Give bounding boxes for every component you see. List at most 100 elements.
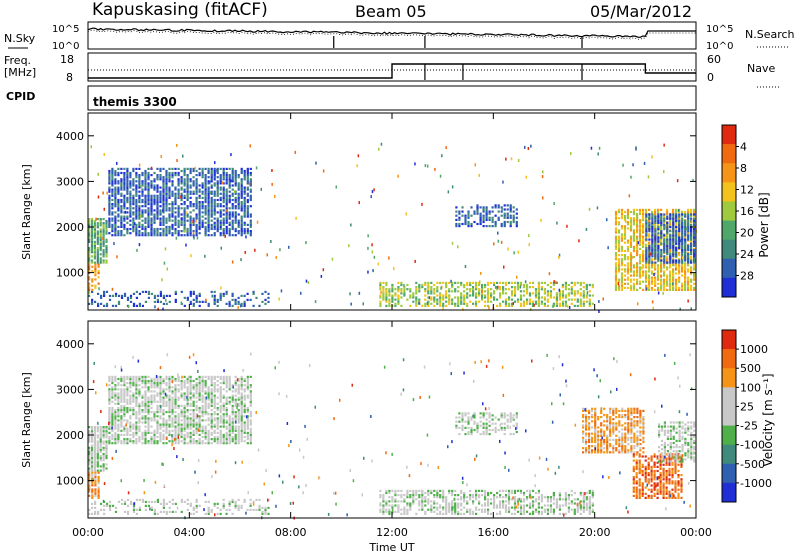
heatmap-cell	[123, 442, 126, 445]
heatmap-cell	[678, 240, 681, 243]
heatmap-cell	[141, 201, 144, 204]
heatmap-cell	[138, 190, 141, 193]
heatmap-cell	[499, 294, 502, 297]
heatmap-cell	[174, 431, 177, 434]
heatmap-cell	[150, 230, 153, 233]
heatmap-cell	[102, 440, 105, 443]
heatmap-cell	[147, 440, 150, 443]
heatmap-cell	[126, 167, 129, 170]
heatmap-cell	[439, 302, 442, 305]
heatmap-cell	[207, 223, 210, 226]
heatmap-cell	[183, 182, 186, 185]
heatmap-cell	[183, 178, 186, 181]
heatmap-cell	[201, 201, 204, 204]
heatmap-cell	[231, 198, 234, 202]
heatmap-cell	[693, 215, 696, 218]
heatmap-cell	[198, 421, 201, 424]
heatmap-cell	[493, 242, 495, 246]
heatmap-cell	[522, 294, 526, 297]
heatmap-cell	[639, 241, 642, 244]
heatmap-cell	[138, 427, 141, 430]
heatmap-cell	[103, 508, 106, 511]
heatmap-cell	[88, 247, 91, 250]
heatmap-cell	[509, 214, 512, 217]
heatmap-cell	[147, 188, 150, 191]
heatmap-cell	[623, 254, 627, 257]
heatmap-cell	[195, 188, 198, 191]
heatmap-cell	[90, 236, 94, 239]
heatmap-cell	[614, 212, 618, 216]
heatmap-cell	[585, 288, 588, 291]
heatmap-cell	[651, 234, 654, 237]
heatmap-cell	[485, 208, 488, 211]
heatmap-cell	[117, 423, 120, 426]
heatmap-cell	[204, 413, 207, 416]
heatmap-cell	[183, 386, 186, 389]
heatmap-cell	[261, 510, 264, 513]
heatmap-cell	[231, 429, 234, 432]
heatmap-cell	[219, 411, 222, 414]
heatmap-cell	[648, 215, 651, 218]
heatmap-cell	[228, 375, 231, 378]
heatmap-cell	[234, 171, 237, 175]
heatmap-cell	[165, 221, 168, 224]
heatmap-cell	[204, 205, 207, 208]
heatmap-cell	[120, 209, 123, 212]
heatmap-cell	[153, 442, 156, 445]
heatmap-cell	[636, 229, 639, 232]
heatmap-cell	[156, 217, 159, 220]
heatmap-cell	[159, 217, 162, 220]
heatmap-cell	[153, 227, 156, 231]
nave-label: Nave	[747, 62, 775, 75]
heatmap-cell	[117, 213, 120, 216]
heatmap-cell	[93, 459, 96, 462]
heatmap-cell	[162, 234, 165, 237]
heatmap-cell	[564, 288, 567, 291]
colorbar-segment	[722, 277, 736, 298]
heatmap-cell	[123, 438, 126, 441]
heatmap-cell	[120, 404, 123, 407]
heatmap-cell	[105, 436, 108, 439]
heatmap-cell	[156, 294, 159, 297]
heatmap-cell	[482, 208, 485, 211]
heatmap-cell	[117, 219, 120, 222]
heatmap-cell	[669, 234, 672, 237]
heatmap-cell	[669, 288, 672, 291]
heatmap-cell	[687, 246, 690, 250]
heatmap-cell	[228, 500, 231, 503]
heatmap-cell	[528, 300, 532, 303]
heatmap-cell	[672, 208, 675, 211]
heatmap-cell	[147, 209, 150, 212]
heatmap-cell	[657, 248, 660, 252]
heatmap-cell	[126, 392, 129, 395]
heatmap-cell	[231, 171, 234, 175]
heatmap-cell	[561, 290, 564, 293]
heatmap-cell	[111, 386, 114, 389]
heatmap-cell	[497, 210, 500, 213]
heatmap-cell	[165, 207, 168, 210]
heatmap-cell	[620, 249, 624, 253]
heatmap-cell	[681, 270, 684, 273]
heatmap-cell	[642, 243, 645, 246]
heatmap-cell	[234, 182, 237, 185]
heatmap-cell	[525, 175, 527, 179]
heatmap-cell	[177, 178, 180, 181]
heatmap-cell	[174, 404, 177, 407]
heatmap-cell	[150, 234, 153, 237]
heatmap-cell	[651, 266, 654, 269]
heatmap-cell	[213, 203, 216, 206]
heatmap-cell	[636, 212, 639, 216]
heatmap-cell	[681, 248, 684, 252]
heatmap-cell	[669, 251, 672, 255]
heatmap-cell	[672, 261, 675, 264]
heatmap-cell	[210, 423, 213, 426]
heatmap-cell	[198, 294, 201, 297]
heatmap-cell	[111, 174, 114, 177]
heatmap-cell	[687, 299, 689, 303]
heatmap-cell	[150, 506, 153, 509]
heatmap-cell	[156, 234, 159, 237]
heatmap-cell	[210, 508, 213, 511]
heatmap-cell	[102, 251, 105, 254]
heatmap-cell	[663, 288, 666, 291]
heatmap-cell	[546, 298, 549, 301]
